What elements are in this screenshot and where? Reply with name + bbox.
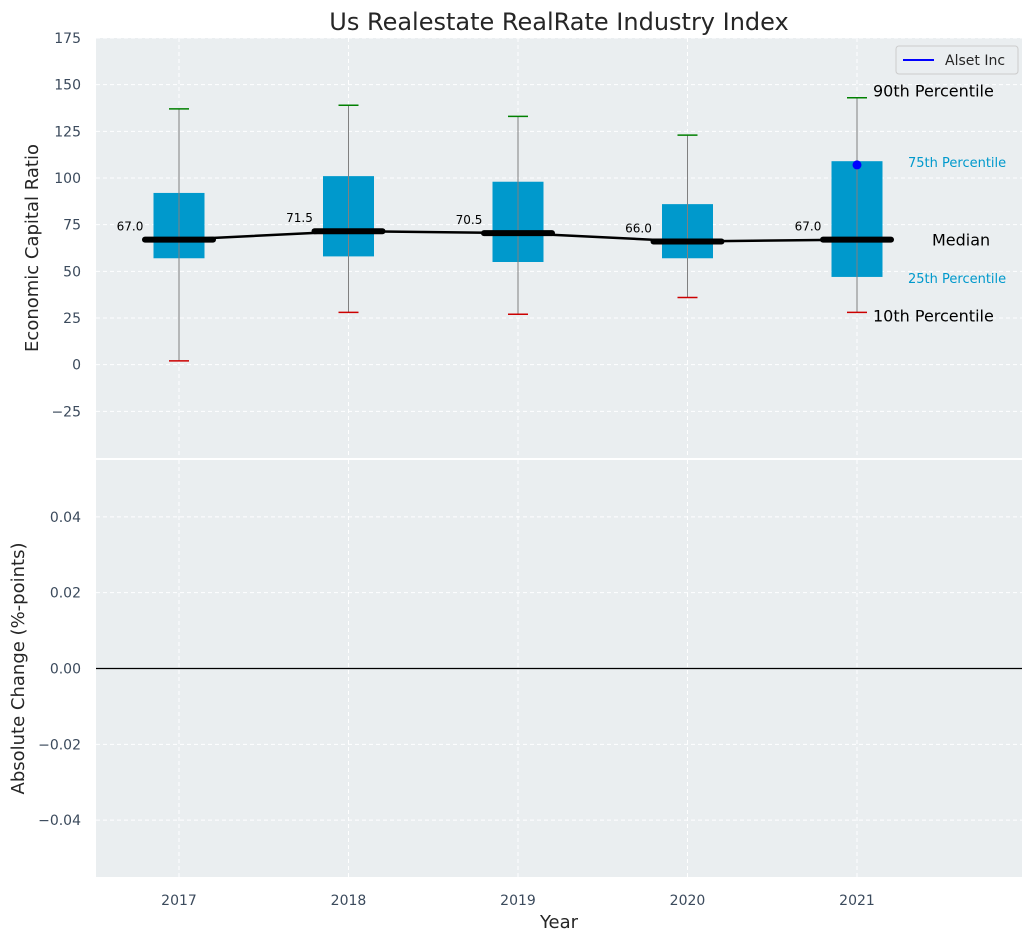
top-y-tick-label: 175: [54, 31, 81, 47]
company-marker: [852, 160, 862, 170]
median-value-label: 67.0: [795, 220, 822, 234]
bottom-chart: −0.04−0.020.000.020.04 2017 2018 2019 2020 2…: [8, 460, 1022, 933]
box-2021: [831, 96, 883, 314]
bottom-y-tick-label: 0.00: [50, 662, 81, 678]
bottom-y-tick-label: 0.02: [50, 586, 81, 602]
median-value-label: 67.0: [117, 220, 144, 234]
top-y-tick-label: 75: [63, 218, 81, 234]
box-2018: [323, 104, 374, 314]
top-y-tick-label: 100: [54, 171, 81, 187]
top-y-tick-label: 125: [54, 124, 81, 140]
median-value-label: 71.5: [286, 211, 313, 225]
legend-label: Alset Inc: [945, 53, 1005, 69]
p10-annotation: 10th Percentile: [873, 306, 994, 325]
box-2019: [492, 115, 544, 316]
x-ticks: 2017 2018 2019 2020 2021: [161, 893, 875, 909]
x-tick-label: 2019: [500, 893, 536, 909]
bottom-y-tick-label: −0.02: [38, 737, 81, 753]
box-2020: [662, 134, 713, 299]
top-y-ticks: −25 0 25 50 75 100 125 150 175: [51, 31, 81, 420]
percentile-annotations: 90th Percentile 75th Percentile Median 25th…: [873, 82, 1006, 326]
box-2017: [153, 108, 205, 362]
bottom-y-tick-label: −0.04: [38, 813, 81, 829]
top-y-tick-label: 150: [54, 78, 81, 94]
top-plot-background: [96, 38, 1022, 458]
top-y-tick-label: 50: [63, 264, 81, 280]
legend-box: [895, 45, 1019, 75]
p75-annotation: 75th Percentile: [908, 156, 1006, 171]
top-y-tick-label: 25: [63, 311, 81, 327]
x-tick-label: 2020: [670, 893, 706, 909]
bottom-y-axis-label: Absolute Change (%-points): [8, 543, 29, 795]
p25-annotation: 25th Percentile: [908, 272, 1006, 287]
x-tick-label: 2017: [161, 893, 197, 909]
bottom-y-ticks: −0.04 −0.02 0.00 0.02 0.04: [38, 510, 81, 829]
median-value-label: 70.5: [456, 213, 483, 227]
median-value-label: 66.0: [625, 221, 652, 235]
top-y-tick-label: 0: [72, 358, 81, 374]
legend: Alset Inc: [895, 45, 1019, 75]
median-annotation: Median: [932, 231, 990, 250]
x-tick-label: 2021: [839, 893, 875, 909]
top-y-axis-label: Economic Capital Ratio: [22, 144, 43, 352]
bottom-y-tick-label: 0.04: [50, 510, 81, 526]
top-boxes: 67.0 71.5 70.5 66.0 67.0: [117, 96, 894, 362]
top-y-tick-label: −25: [51, 404, 81, 420]
x-axis-label: Year: [539, 912, 579, 933]
p90-annotation: 90th Percentile: [873, 82, 994, 101]
chart-title: Us Realestate RealRate Industry Index: [329, 8, 788, 36]
x-tick-label: 2018: [331, 893, 367, 909]
